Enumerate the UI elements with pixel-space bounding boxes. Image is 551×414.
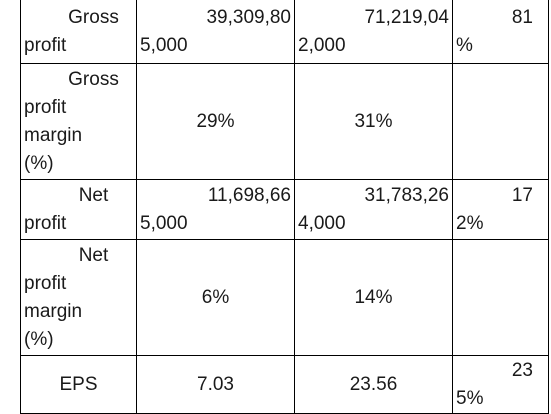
- row-label: Net profit: [20, 179, 137, 240]
- change-cell: 81 %: [452, 0, 549, 64]
- change-cell: 23 5%: [452, 355, 549, 414]
- value-cell: 11,698,66 5,000: [136, 179, 295, 240]
- row-label: Gross profit margin (%): [20, 63, 137, 180]
- row-label: Gross profit: [20, 0, 137, 64]
- table-row: Net profit 11,698,66 5,000 31,783,26 4,0…: [20, 179, 549, 240]
- value-cell: 23.56: [294, 355, 453, 414]
- value-cell: 31%: [294, 63, 453, 180]
- value-cell: 14%: [294, 239, 453, 356]
- value-cell: 31,783,26 4,000: [294, 179, 453, 240]
- table-row: Gross profit 39,309,80 5,000 71,219,04 2…: [20, 0, 549, 64]
- change-cell: 17 2%: [452, 179, 549, 240]
- value-cell: 39,309,80 5,000: [136, 0, 295, 64]
- value-cell: 7.03: [136, 355, 295, 414]
- table-row: Gross profit margin (%) 29% 31%: [20, 63, 549, 180]
- value-cell: 6%: [136, 239, 295, 356]
- financial-table: Gross profit 39,309,80 5,000 71,219,04 2…: [20, 0, 549, 414]
- value-cell: 71,219,04 2,000: [294, 0, 453, 64]
- value-cell: 29%: [136, 63, 295, 180]
- change-cell: [452, 239, 549, 356]
- change-cell: [452, 63, 549, 180]
- table-row: EPS 7.03 23.56 23 5%: [20, 355, 549, 414]
- table-row: Net profit margin (%) 6% 14%: [20, 239, 549, 356]
- row-label: Net profit margin (%): [20, 239, 137, 356]
- row-label: EPS: [20, 355, 137, 414]
